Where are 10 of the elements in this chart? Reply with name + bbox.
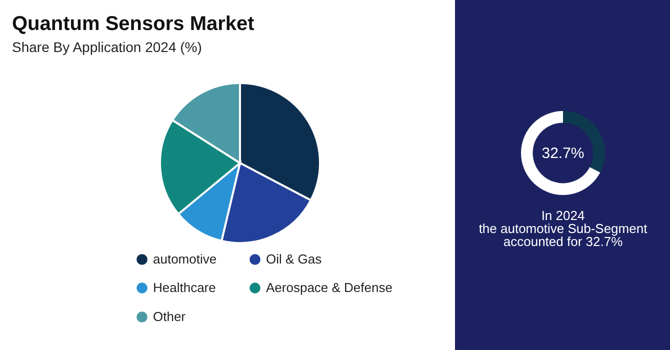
legend-label: Healthcare xyxy=(153,280,216,295)
donut-slice xyxy=(521,111,600,195)
text: 32.7% xyxy=(542,145,584,162)
legend-label: Oil & Gas xyxy=(266,251,322,266)
legend-label: automotive xyxy=(153,251,217,266)
legend-label: Aerospace & Defense xyxy=(266,280,392,295)
chart-subtitle: Share By Application 2024 (%) xyxy=(12,39,202,55)
legend-label: Other xyxy=(153,309,186,324)
text: In 2024 the automotive Sub-Segment accounted for 32.7% xyxy=(478,208,648,249)
chart-title: Quantum Sensors Market xyxy=(12,13,255,35)
